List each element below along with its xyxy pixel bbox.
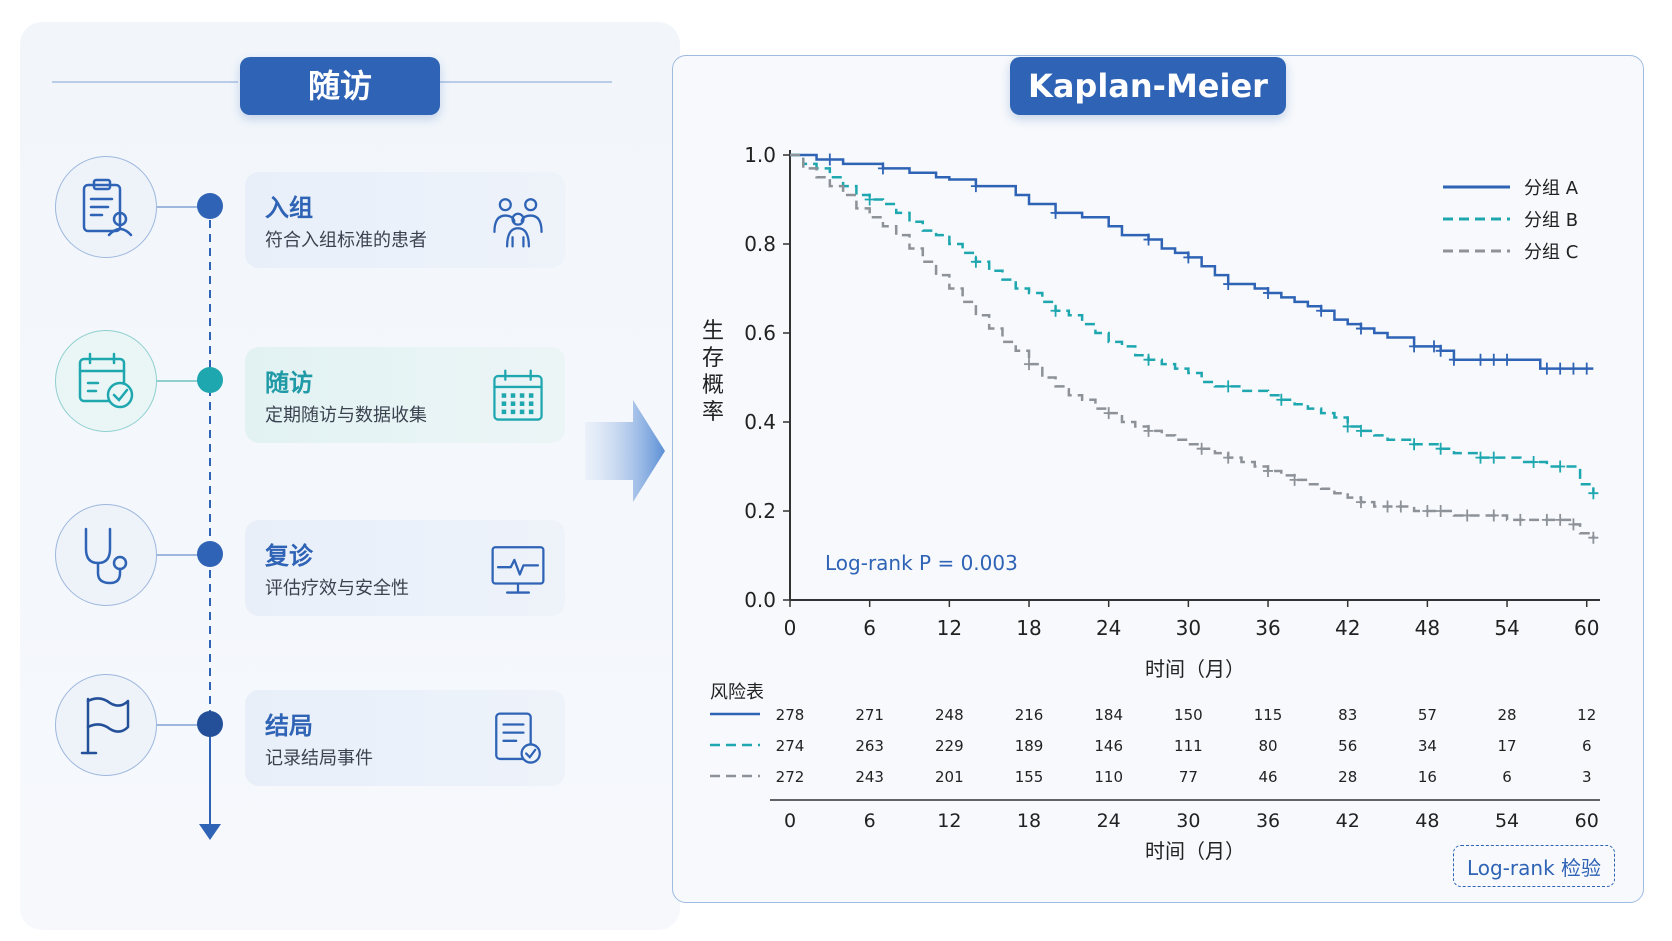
people-group-icon <box>493 198 543 248</box>
step-revisit-dot <box>197 541 223 567</box>
step-revisit-title: 复诊 <box>265 542 313 570</box>
step-enroll-title: 入组 <box>265 194 313 222</box>
clipboard-user-icon <box>82 178 133 237</box>
flag-icon <box>80 697 130 755</box>
step-enroll-icon-circle <box>55 156 157 258</box>
calendar-check-icon <box>78 352 134 409</box>
step-enroll-connector <box>157 206 202 208</box>
step-followup-card: 随访 定期随访与数据收集 <box>245 347 565 443</box>
step-followup-subtitle: 定期随访与数据收集 <box>265 405 427 426</box>
step-enroll-subtitle: 符合入组标准的患者 <box>265 230 427 251</box>
document-check-icon <box>495 712 541 764</box>
step-outcome-connector <box>157 724 202 726</box>
step-revisit-icon-circle <box>55 504 157 606</box>
step-revisit-card: 复诊 评估疗效与安全性 <box>245 520 565 616</box>
step-outcome-dot <box>197 711 223 737</box>
step-outcome-title: 结局 <box>265 712 313 740</box>
km-panel <box>672 55 1644 903</box>
step-followup-icon-circle <box>55 330 157 432</box>
stethoscope-icon <box>84 527 128 585</box>
title-rule-right <box>436 81 612 83</box>
km-title: Kaplan-Meier <box>1010 57 1286 115</box>
title-rule-left <box>52 81 238 83</box>
step-revisit-connector <box>157 554 202 556</box>
monitor-pulse-icon <box>491 546 545 594</box>
step-followup-dot <box>197 367 223 393</box>
step-enroll-card: 入组 符合入组标准的患者 <box>245 172 565 268</box>
step-followup-title: 随访 <box>265 369 313 397</box>
followup-title: 随访 <box>240 57 440 115</box>
step-outcome-icon-circle <box>55 674 157 776</box>
step-outcome-card: 结局 记录结局事件 <box>245 690 565 786</box>
step-enroll-dot <box>197 193 223 219</box>
calendar-grid-icon <box>493 369 543 421</box>
step-outcome-subtitle: 记录结局事件 <box>265 748 373 769</box>
logrank-test-button[interactable]: Log-rank 检验 <box>1453 845 1615 887</box>
flow-arrow-icon <box>585 400 665 502</box>
step-followup-connector <box>157 380 202 382</box>
step-revisit-subtitle: 评估疗效与安全性 <box>265 578 409 599</box>
